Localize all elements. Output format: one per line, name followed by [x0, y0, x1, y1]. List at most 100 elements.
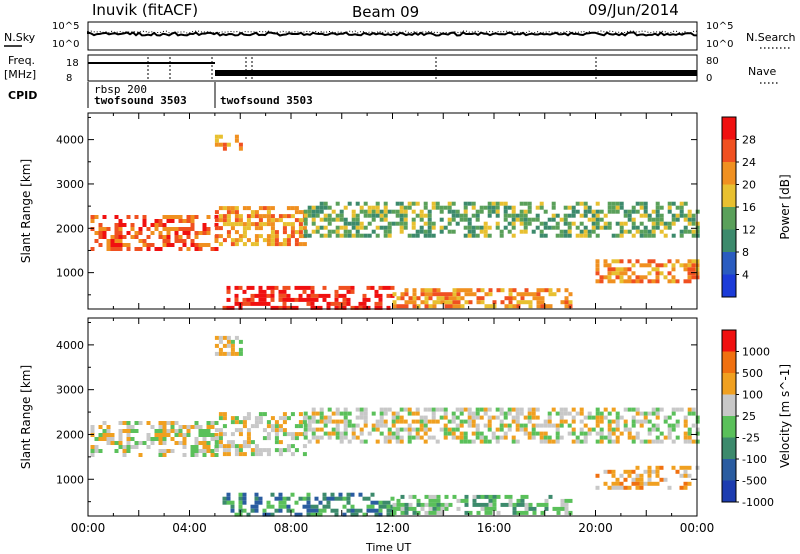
echo-cell	[456, 498, 461, 503]
echo-cell	[375, 225, 380, 230]
echo-cell	[475, 435, 480, 440]
echo-cell	[146, 243, 151, 247]
echo-cell	[226, 206, 231, 211]
echo-cell	[524, 510, 529, 515]
echo-cell	[399, 415, 404, 420]
echo-cell	[524, 494, 529, 499]
echo-cell	[407, 205, 412, 210]
echo-cell	[411, 427, 416, 432]
echo-cell	[396, 296, 401, 301]
noise-traces	[87, 30, 698, 37]
echo-cell	[464, 292, 469, 297]
echo-cell	[383, 209, 388, 214]
echo-cell	[162, 227, 167, 231]
echo-cell	[254, 234, 259, 239]
echo-cell	[427, 435, 432, 440]
echo-cell	[182, 227, 187, 231]
echo-cell	[230, 226, 235, 231]
echo-cell	[395, 213, 400, 218]
echo-cell	[671, 213, 676, 218]
echo-cell	[374, 508, 379, 513]
echo-cell	[392, 300, 397, 305]
echo-cell	[338, 492, 343, 497]
echo-cell	[443, 225, 448, 230]
echo-cell	[262, 512, 267, 517]
echo-cell	[559, 233, 564, 238]
echo-cell	[303, 427, 308, 432]
echo-cell	[270, 428, 275, 433]
x-tick-label: 08:00	[274, 521, 309, 535]
echo-cell	[503, 209, 508, 214]
echo-cell	[387, 225, 392, 230]
echo-cell	[262, 448, 267, 453]
echo-cell	[415, 407, 420, 412]
echo-cell	[214, 234, 219, 239]
nave-tick-top: 80	[706, 56, 719, 67]
echo-cell	[432, 304, 437, 309]
echo-cell	[166, 421, 171, 425]
echo-cell	[679, 201, 684, 206]
echo-cell	[122, 449, 127, 453]
echo-cell	[375, 427, 380, 432]
echo-cell	[307, 423, 312, 428]
echo-cell	[635, 229, 640, 234]
echo-cell	[687, 271, 692, 276]
echo-cell	[274, 496, 279, 501]
echo-cell	[330, 508, 335, 513]
echo-cell	[162, 441, 167, 445]
echo-band	[90, 215, 219, 251]
echo-cell	[575, 209, 580, 214]
echo-cell	[507, 229, 512, 234]
echo-cell	[627, 213, 632, 218]
colorbar-tick-label: -500	[742, 475, 767, 488]
echo-cell	[106, 429, 111, 433]
echo-cell	[182, 433, 187, 437]
echo-cell	[367, 209, 372, 214]
echo-cell	[379, 431, 384, 436]
echo-cell	[238, 142, 243, 147]
echo-cell	[302, 226, 307, 231]
echo-cell	[182, 243, 187, 247]
echo-cell	[447, 221, 452, 226]
echo-cell	[130, 445, 135, 449]
echo-cell	[464, 300, 469, 305]
echo-cell	[679, 465, 684, 470]
echo-cell	[439, 217, 444, 222]
echo-cell	[412, 510, 417, 515]
echo-cell	[531, 229, 536, 234]
echo-cell	[355, 201, 360, 206]
echo-cell	[230, 238, 235, 243]
echo-cell	[198, 425, 203, 429]
echo-cell	[202, 441, 207, 445]
echo-cell	[683, 431, 688, 436]
echo-cell	[615, 411, 620, 416]
echo-cell	[186, 425, 191, 429]
echo-cell	[158, 219, 163, 223]
echo-cell	[399, 221, 404, 226]
echo-cell	[607, 271, 612, 276]
echo-cell	[246, 297, 251, 302]
echo-cell	[527, 411, 532, 416]
echo-cell	[495, 225, 500, 230]
echo-cell	[547, 217, 552, 222]
echo-cell	[106, 433, 111, 437]
echo-cell	[607, 423, 612, 428]
echo-cell	[631, 217, 636, 222]
echo-cell	[94, 239, 99, 243]
echo-cell	[318, 508, 323, 513]
echo-cell	[170, 219, 175, 223]
echo-cell	[587, 431, 592, 436]
echo-cell	[114, 247, 119, 251]
echo-cell	[663, 419, 668, 424]
echo-cell	[523, 225, 528, 230]
echo-cell	[238, 146, 243, 151]
echo-cell	[595, 423, 600, 428]
echo-cell	[516, 502, 521, 507]
echo-cell	[282, 214, 287, 219]
echo-cell	[347, 233, 352, 238]
echo-cell	[519, 201, 524, 206]
echo-cell	[383, 201, 388, 206]
echo-cell	[595, 267, 600, 272]
echo-cell	[90, 227, 95, 231]
echo-cell	[560, 498, 565, 503]
